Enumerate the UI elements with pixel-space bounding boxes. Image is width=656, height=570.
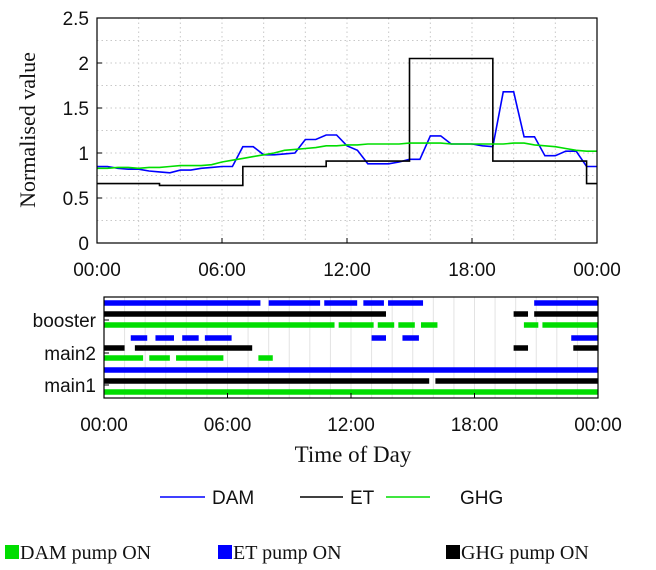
top-y-tick-label: 2 [78, 54, 89, 75]
top-x-tick-label: 18:00 [448, 260, 496, 281]
line-legend: DAM ET GHG [160, 488, 503, 509]
pump-category-label: main1 [44, 376, 96, 397]
top-y-tick-label: 1 [78, 144, 89, 165]
pump-legend: DAM pump ON ET pump ON GHG pump ON [5, 542, 589, 564]
pump-category-label: booster [33, 311, 97, 332]
pump-legend-label: DAM pump ON [20, 542, 151, 564]
bottom-x-tick-label: 00:00 [574, 415, 622, 436]
top-x-tick-label: 00:00 [573, 260, 621, 281]
top-y-tick-label: 0 [78, 234, 89, 255]
pump-bars [104, 300, 598, 395]
y-axis-label: Normalised value [15, 52, 40, 208]
top-y-tick-label: 1.5 [63, 99, 89, 120]
normalised-value-chart: 00:00 06:00 12:00 18:00 00:00 0 0.5 1 1.5 2 2.5 No… [15, 9, 621, 281]
pump-legend-swatch [218, 545, 232, 559]
top-x-tick-label: 12:00 [323, 260, 371, 281]
legend-label-dam: DAM [212, 488, 254, 509]
bottom-x-tick-label: 12:00 [327, 415, 375, 436]
bottom-x-tick-label: 00:00 [80, 415, 128, 436]
bottom-ticks: 00:00 06:00 12:00 18:00 00:00 booster main2 mai… [33, 311, 622, 436]
top-series-group [97, 57, 597, 187]
pump-category-label: main2 [44, 344, 96, 365]
series-line-et [97, 57, 597, 187]
top-ticks: 00:00 06:00 12:00 18:00 00:00 0 0.5 1 1.5 2 2.5 [63, 9, 621, 281]
series-line-dam [97, 91, 597, 174]
pump-legend-swatch [5, 545, 19, 559]
legend-label-ghg: GHG [460, 488, 503, 509]
top-x-tick-label: 00:00 [73, 260, 121, 281]
top-y-tick-label: 0.5 [63, 189, 89, 210]
pump-legend-label: GHG pump ON [461, 542, 589, 564]
legend-label-et: ET [350, 488, 375, 509]
x-axis-label: Time of Day [295, 442, 412, 467]
series-line-ghg [97, 142, 597, 170]
pump-status-timeline: 00:00 06:00 12:00 18:00 00:00 booster main2 mai… [33, 296, 622, 467]
top-y-tick-label: 2.5 [63, 9, 89, 30]
bottom-x-tick-label: 06:00 [204, 415, 252, 436]
top-x-tick-label: 06:00 [198, 260, 246, 281]
top-grid [97, 18, 597, 243]
bottom-x-tick-label: 18:00 [451, 415, 499, 436]
pump-legend-label: ET pump ON [233, 542, 342, 564]
pump-legend-swatch [446, 545, 460, 559]
